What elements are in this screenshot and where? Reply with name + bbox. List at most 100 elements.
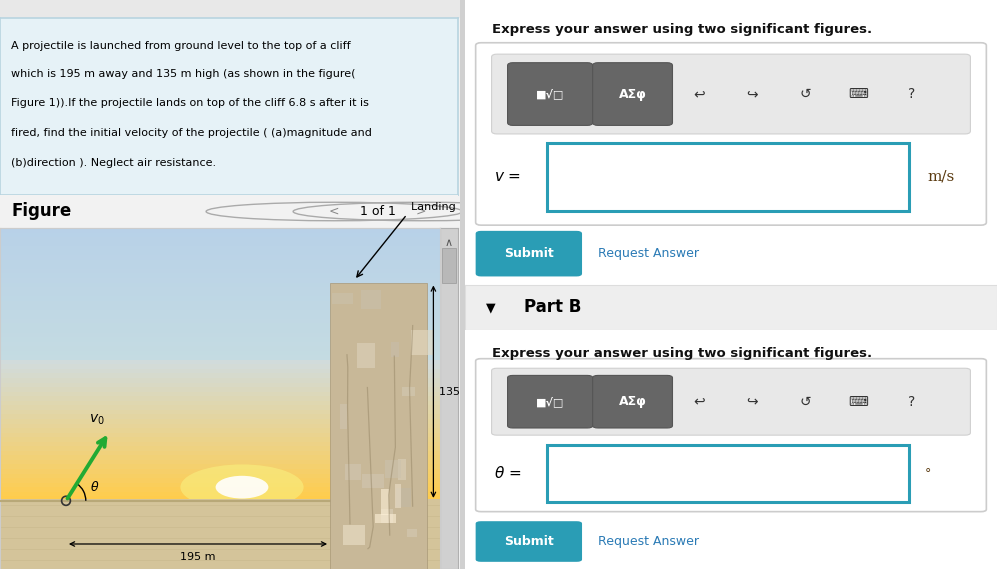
Bar: [330, 283, 427, 569]
FancyBboxPatch shape: [492, 54, 970, 134]
Bar: [0, 496, 440, 501]
Text: ↩: ↩: [693, 395, 705, 409]
Bar: [0, 323, 440, 328]
Bar: [375, 514, 396, 523]
FancyBboxPatch shape: [476, 231, 582, 277]
Ellipse shape: [215, 476, 268, 498]
Text: ⌨: ⌨: [848, 395, 868, 409]
Bar: [0, 254, 440, 260]
Bar: [0, 232, 440, 237]
Bar: [396, 488, 412, 507]
Text: ↪: ↪: [747, 87, 758, 101]
Text: fired, find the initial velocity of the projectile ( (a)magnitude and: fired, find the initial velocity of the …: [11, 127, 372, 138]
Bar: [0, 250, 440, 255]
Bar: [0, 277, 440, 283]
FancyBboxPatch shape: [476, 43, 986, 225]
Bar: [345, 464, 361, 480]
Bar: [0, 318, 440, 324]
Bar: [0, 327, 440, 332]
Text: Submit: Submit: [503, 247, 553, 260]
Bar: [0, 314, 440, 319]
FancyBboxPatch shape: [507, 376, 592, 428]
Bar: [0, 441, 440, 446]
Bar: [0, 236, 440, 242]
Bar: [343, 525, 365, 545]
Text: 135 m: 135 m: [439, 387, 474, 397]
Text: ΑΣφ: ΑΣφ: [619, 395, 646, 408]
Bar: [0, 291, 440, 296]
Text: ∧: ∧: [445, 238, 453, 248]
Text: °: °: [925, 467, 931, 480]
Bar: [0, 364, 440, 369]
Bar: [0, 436, 440, 442]
Bar: [402, 387, 415, 395]
Bar: [0, 459, 440, 464]
Bar: [0, 259, 440, 265]
Bar: [0, 245, 440, 251]
Bar: [0, 300, 440, 306]
FancyBboxPatch shape: [592, 63, 673, 125]
Bar: [0, 414, 440, 419]
FancyBboxPatch shape: [592, 376, 673, 428]
Text: ⌨: ⌨: [848, 87, 868, 101]
Text: 195 m: 195 m: [180, 552, 215, 562]
Bar: [0, 373, 440, 378]
Bar: [0, 263, 440, 269]
Bar: [0, 273, 440, 278]
Bar: [391, 343, 399, 357]
Bar: [0, 227, 440, 233]
Bar: [0, 418, 440, 423]
Bar: [0, 468, 440, 473]
FancyBboxPatch shape: [492, 368, 970, 435]
Bar: [0, 386, 440, 391]
Bar: [442, 249, 457, 283]
Bar: [0, 354, 440, 360]
Text: m/s: m/s: [928, 170, 955, 184]
Text: Request Answer: Request Answer: [598, 535, 699, 548]
Text: $v$ =: $v$ =: [495, 169, 521, 184]
Bar: [0, 336, 440, 341]
Text: Figure: Figure: [11, 203, 72, 221]
Bar: [0, 377, 440, 382]
Bar: [0, 477, 440, 483]
Bar: [386, 460, 401, 478]
Bar: [0, 446, 440, 451]
FancyBboxPatch shape: [476, 358, 986, 512]
Bar: [0, 295, 440, 301]
FancyBboxPatch shape: [507, 63, 592, 125]
Bar: [0, 304, 440, 310]
Text: $\theta$: $\theta$: [90, 480, 100, 494]
Bar: [411, 331, 434, 356]
Text: Figure 1)).If the projectile lands on top of the cliff 6.8 s after it is: Figure 1)).If the projectile lands on to…: [11, 98, 369, 108]
Bar: [0, 450, 440, 455]
Text: Express your answer using two significant figures.: Express your answer using two significan…: [492, 347, 871, 360]
Text: Express your answer using two significant figures.: Express your answer using two significan…: [492, 23, 871, 36]
Bar: [0, 464, 440, 469]
Text: ↺: ↺: [800, 395, 812, 409]
FancyBboxPatch shape: [476, 521, 582, 562]
Text: ↪: ↪: [747, 395, 758, 409]
Bar: [0, 405, 440, 410]
Bar: [0, 345, 440, 351]
Text: Landing point: Landing point: [411, 202, 488, 212]
Text: 1 of 1: 1 of 1: [360, 205, 396, 218]
Bar: [340, 404, 347, 430]
Text: A projectile is launched from ground level to the top of a cliff: A projectile is launched from ground lev…: [11, 41, 351, 51]
Bar: [0, 332, 440, 337]
Text: which is 195 m away and 135 m high (as shown in the figure(: which is 195 m away and 135 m high (as s…: [11, 69, 356, 79]
Bar: [0, 491, 440, 496]
Bar: [0, 486, 440, 492]
Bar: [398, 459, 406, 480]
Text: ↺: ↺: [800, 87, 812, 101]
Text: $\theta$ =: $\theta$ =: [495, 465, 521, 481]
Bar: [0, 427, 440, 432]
Bar: [357, 343, 375, 368]
Text: (b)direction ). Neglect air resistance.: (b)direction ). Neglect air resistance.: [11, 158, 216, 168]
Bar: [0, 341, 440, 346]
Text: <: <: [329, 205, 340, 218]
Bar: [0, 359, 440, 364]
Text: $v_0$: $v_0$: [89, 413, 105, 427]
Text: ↩: ↩: [693, 87, 705, 101]
Bar: [0, 498, 440, 569]
Bar: [0, 391, 440, 396]
